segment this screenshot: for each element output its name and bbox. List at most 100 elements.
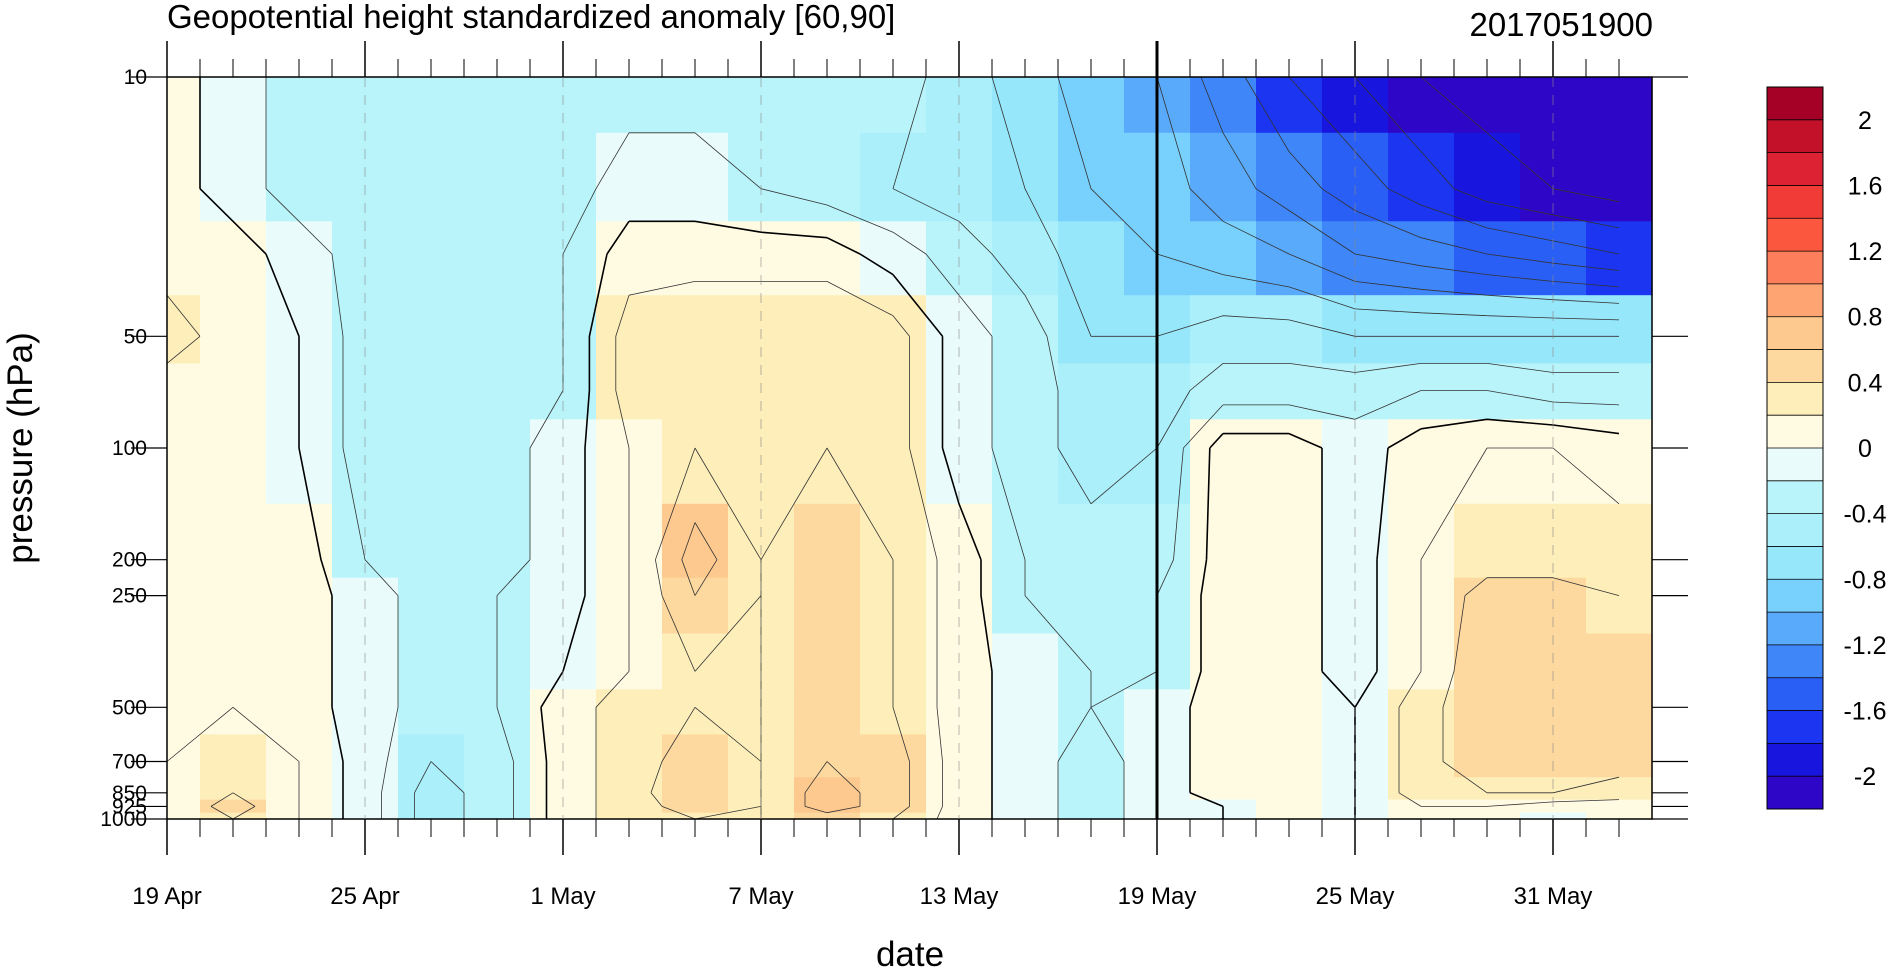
heatmap-cell [1454,221,1521,296]
colorbar-label: 1.2 [1848,238,1883,266]
heatmap-cell [266,633,333,690]
y-tick-label: 1000 [100,808,147,831]
heatmap-cell [1454,503,1521,579]
heatmap-cell [167,689,201,735]
heatmap-cell [398,132,465,222]
heatmap-cell [662,633,729,690]
heatmap-cell [596,689,663,735]
heatmap-cell [1586,799,1653,814]
chart-subtitle: 2017051900 [1469,6,1653,43]
heatmap-cell [662,503,729,579]
heatmap-cell [860,734,927,778]
heatmap-cell [1520,734,1587,778]
heatmap-cell [200,132,267,222]
heatmap-cell [398,777,465,801]
heatmap-cell [464,734,531,778]
heatmap-cell [794,503,861,579]
heatmap-cell [1388,221,1455,296]
x-tick-label: 25 Apr [330,883,399,910]
heatmap-cell [464,419,531,505]
y-tick-label: 100 [112,437,147,460]
colorbar: 2 1.6 1.2 0.8 0.4 0 -0.4 -0.8 -1.2 -1.6 -2 [1766,86,1887,810]
heatmap-cell [1058,221,1125,296]
heatmap-cell [464,221,531,296]
heatmap-cell [266,503,333,579]
colorbar-swatch [1767,382,1823,416]
heatmap-cell [398,812,465,820]
y-tick-label: 700 [112,751,147,774]
y-tick-label: 50 [124,325,147,348]
heatmap-cell [1586,221,1653,296]
heatmap-cell [1388,777,1455,801]
heatmap-cell [794,777,861,801]
contour-line [681,522,861,814]
heatmap-cell [167,633,201,690]
x-tick-label: 7 May [728,883,793,910]
heatmap-cell [167,132,201,222]
heatmap-cell [398,633,465,690]
heatmap-cell [200,777,267,801]
colorbar-label: 0 [1858,435,1872,463]
heatmap-cell [1454,295,1521,365]
heatmap-cell [1388,295,1455,365]
heatmap-cell [1454,812,1521,820]
heatmap-cell [167,77,201,134]
contour-line [1244,76,1620,271]
heatmap-cell [167,777,201,801]
colorbar-label: -2 [1854,763,1876,791]
colorbar-label: 0.4 [1848,369,1883,397]
x-tick-label: 19 May [1118,883,1197,910]
colorbar-swatch [1767,546,1823,580]
contour-line [414,76,1619,819]
colorbar-swatch [1767,677,1823,711]
colorbar-swatch [1767,776,1823,810]
heatmap-cell [1454,363,1521,420]
heatmap-cell [860,799,927,814]
heatmap-cell [860,77,927,134]
x-tick-label: 31 May [1514,883,1593,910]
heatmap-cell [1190,503,1257,579]
heatmap-cell [662,77,729,134]
heatmap-cell [167,799,201,814]
heatmap-cell [167,419,201,505]
heatmap-cell [992,77,1059,134]
heatmap-cell [1058,812,1125,820]
y-tick-label: 850 [112,782,147,805]
heatmap-cell [794,577,861,635]
heatmap-cell [1256,799,1323,814]
heatmap-cell [1256,363,1323,420]
colorbar-swatch [1767,513,1823,547]
heatmap-cell [1190,132,1257,222]
heatmap-cell [200,633,267,690]
heatmap-cell [926,734,993,778]
heatmap-cell [1058,503,1125,579]
y-axis-label: pressure (hPa) [1,332,40,563]
heatmap-cell [1586,363,1653,420]
x-axis-label: date [876,935,944,969]
heatmap-cell [662,577,729,635]
heatmap-cell [1586,633,1653,690]
heatmap-cell [1058,799,1125,814]
heatmap-cell [1256,419,1323,505]
heatmap-cell [860,812,927,820]
heatmap-cell [167,503,201,579]
colorbar-swatch [1767,349,1823,383]
heatmap-cell [1256,295,1323,365]
heatmap-cell [1058,734,1125,778]
chart-title: Geopotential height standardized anomaly… [167,0,895,35]
heatmap-cell [992,799,1059,814]
heatmap-cell [794,132,861,222]
colorbar-swatch [1767,119,1823,154]
colorbar-label: 1.6 [1848,172,1883,200]
heatmap-cell [992,132,1059,222]
heatmap-cell [530,734,597,778]
heatmap-cell [794,419,861,505]
heatmap-cell [167,812,201,820]
heatmap-cell [398,419,465,505]
heatmap-cell [200,221,267,296]
heatmap-cell [1190,295,1257,365]
heatmap-cell [200,812,267,820]
heatmap-cell [398,77,465,134]
heatmap-cell [992,734,1059,778]
heatmap-cell [662,221,729,296]
